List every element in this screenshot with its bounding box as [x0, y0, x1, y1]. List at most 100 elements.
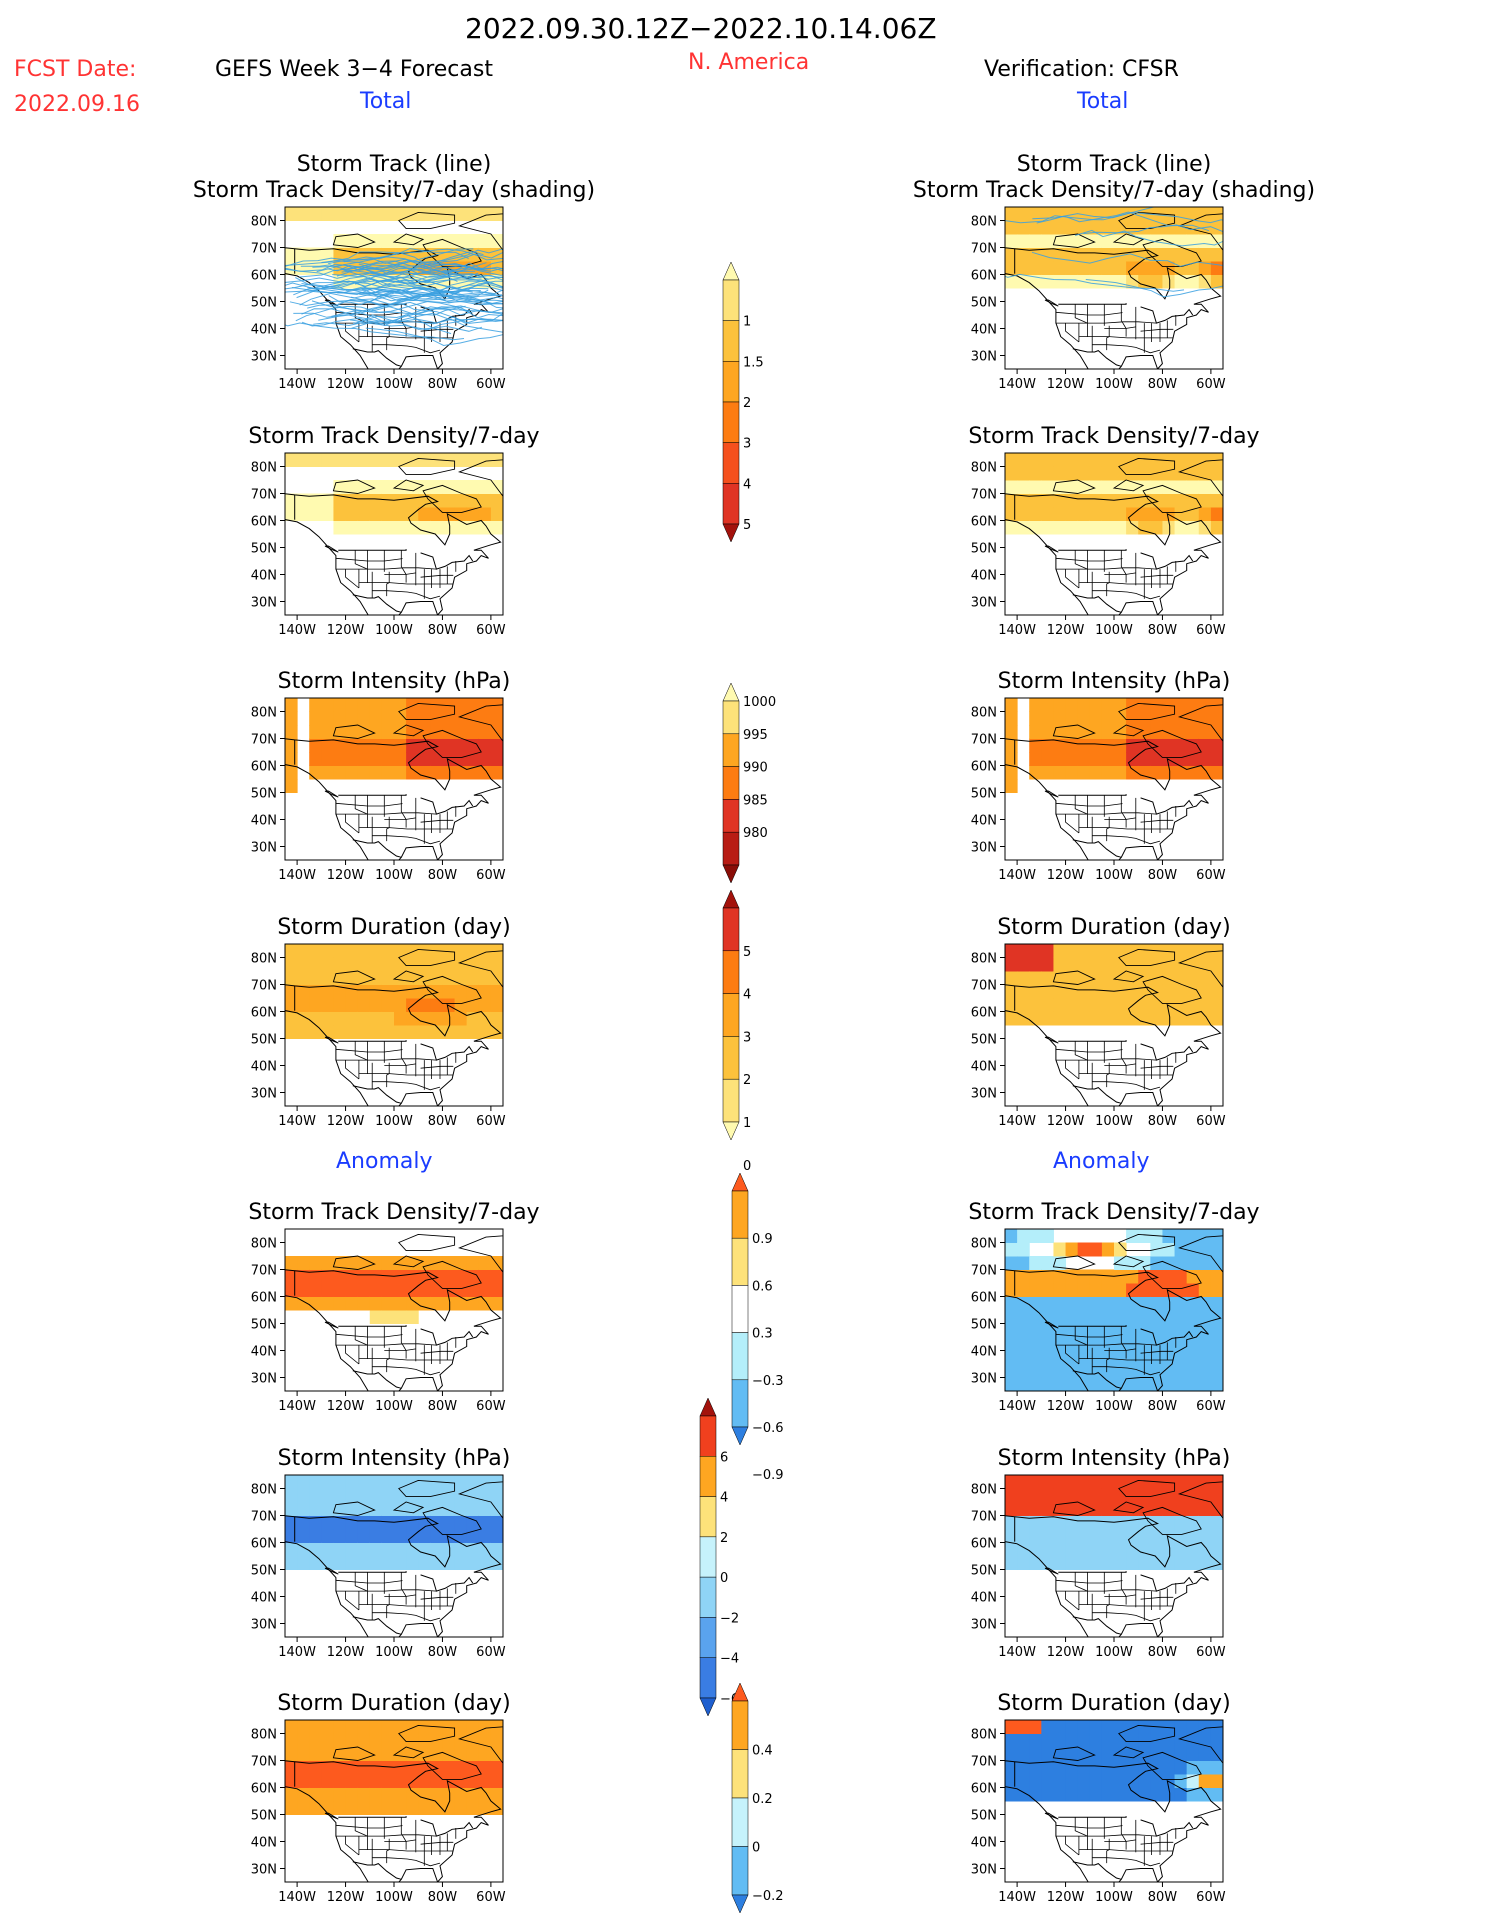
shading-cell: [381, 207, 395, 221]
shading-cell: [478, 944, 492, 958]
colorbar-label: 0: [720, 1571, 728, 1586]
shading-cell: [442, 711, 456, 726]
state-border: [1055, 321, 1157, 324]
shading-cell: [430, 1556, 443, 1570]
island-outline: [1044, 1321, 1059, 1329]
state-border: [1120, 1817, 1127, 1850]
shading-cell: [1198, 1256, 1212, 1270]
island-outline: [422, 975, 482, 1004]
shading-cell: [1114, 1475, 1127, 1489]
shading-cell: [1162, 247, 1176, 262]
shading-cell: [1114, 493, 1127, 508]
shading-cell: [321, 711, 334, 726]
shading-cell: [285, 1542, 298, 1557]
shading-cell: [1198, 1011, 1212, 1026]
shading-cell: [333, 957, 347, 972]
y-tick-label: 40N: [251, 1591, 277, 1606]
shading-cell: [321, 1529, 334, 1543]
shading-cell: [1174, 1529, 1188, 1543]
shading-cell: [333, 207, 347, 221]
x-tick-label: 60W: [1196, 1645, 1226, 1660]
island-outline: [457, 1235, 503, 1273]
shading-cell: [321, 1475, 334, 1489]
shading-cell: [1089, 1011, 1103, 1026]
shading-cell: [478, 765, 492, 780]
shading-cell: [333, 480, 347, 494]
shading-cell: [1053, 765, 1067, 780]
shading-cell: [1138, 1283, 1151, 1297]
shading-cell: [1089, 1350, 1103, 1365]
shading-cell: [454, 998, 468, 1012]
colorbar-label: 5: [743, 518, 751, 533]
island-outline: [1177, 704, 1223, 742]
shading-cell: [1198, 711, 1212, 726]
shading-cell: [1065, 984, 1079, 999]
shading-cell: [1053, 466, 1067, 481]
shading-cell: [442, 998, 456, 1012]
shading-cell: [381, 247, 395, 262]
shading-cell: [333, 1529, 347, 1543]
shading-cell: [321, 507, 334, 521]
panel-title: Storm Track Density/7-day: [248, 1200, 539, 1225]
shading-cell: [1065, 1364, 1079, 1378]
shading-cell: [309, 453, 322, 467]
shading-cell: [490, 493, 503, 508]
shading-cell: [1162, 738, 1176, 753]
state-border: [1104, 1063, 1136, 1066]
state-border: [335, 1333, 403, 1338]
shading-cell: [1186, 1269, 1200, 1284]
shading-cell: [369, 1256, 383, 1270]
y-tick-label: 80N: [251, 706, 277, 721]
y-tick-label: 70N: [251, 1510, 277, 1525]
shading-cell: [1114, 1350, 1127, 1365]
shading-cell: [345, 984, 359, 999]
shading-cell: [321, 1269, 334, 1284]
shading-cell: [309, 765, 322, 780]
shading-cell: [1029, 725, 1042, 739]
storm-track-line: [285, 322, 465, 341]
shading-cell: [394, 698, 407, 712]
shading-cell: [1162, 507, 1176, 521]
shading-cell: [1101, 698, 1115, 712]
colorbar-label: 985: [743, 793, 768, 808]
shading-cell: [1150, 1542, 1163, 1557]
shading-cell: [1005, 779, 1018, 793]
shading-cell: [1089, 234, 1103, 248]
colorbar-swatch: [722, 483, 740, 525]
colorbar-tip: [722, 1121, 740, 1141]
shading-cell: [1005, 1488, 1018, 1503]
state-border: [358, 1849, 454, 1852]
shading-cell: [369, 711, 383, 726]
island-outline: [1112, 479, 1145, 492]
shading-cell: [466, 480, 480, 494]
shading-cell: [1029, 1760, 1042, 1775]
shading-cell: [1041, 1542, 1054, 1557]
shading-cell: [381, 1529, 395, 1543]
state-border: [1065, 1345, 1080, 1365]
shading-cell: [1077, 1296, 1091, 1311]
shading-cell: [1126, 466, 1139, 481]
shading-cell: [1029, 765, 1042, 780]
shading-cell: [466, 1515, 480, 1530]
storm-track-line: [361, 282, 503, 296]
island-outline: [1177, 213, 1223, 251]
state-border: [1055, 1834, 1157, 1837]
storm-track-line: [285, 248, 474, 272]
shading-cell: [1198, 1774, 1212, 1788]
shading-cell: [1198, 1733, 1212, 1748]
shading-cell: [454, 1256, 468, 1270]
country-border: [1140, 306, 1194, 324]
colorbar-swatch: [731, 1797, 749, 1847]
storm-track-line: [1005, 273, 1185, 292]
x-tick-label: 140W: [998, 1645, 1036, 1660]
shading-cell: [394, 711, 407, 726]
x-tick-label: 80W: [428, 1399, 458, 1414]
shading-cell: [357, 207, 371, 221]
shading-cell: [1089, 453, 1103, 467]
shading-cell: [309, 1787, 322, 1802]
shading-cell: [1210, 466, 1223, 481]
shading-cell: [1138, 1310, 1151, 1324]
state-border: [1106, 1062, 1110, 1088]
colorbar-label: −4: [720, 1652, 739, 1667]
x-tick-label: 100W: [1095, 1114, 1133, 1129]
